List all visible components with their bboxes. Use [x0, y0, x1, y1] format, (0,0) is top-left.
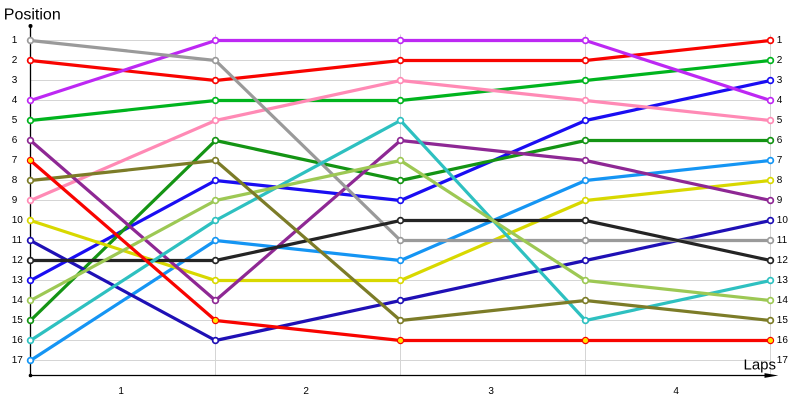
svg-text:14: 14: [777, 295, 789, 306]
svg-text:10: 10: [12, 215, 24, 226]
svg-text:13: 13: [12, 275, 24, 286]
svg-text:17: 17: [12, 355, 24, 366]
svg-text:12: 12: [12, 255, 24, 266]
svg-text:4: 4: [12, 95, 18, 106]
svg-text:5: 5: [12, 115, 18, 126]
svg-text:15: 15: [777, 315, 789, 326]
svg-text:1: 1: [118, 386, 124, 397]
svg-text:13: 13: [777, 275, 789, 286]
svg-text:12: 12: [777, 255, 789, 266]
svg-text:14: 14: [12, 295, 24, 306]
svg-text:4: 4: [673, 386, 679, 397]
svg-text:3: 3: [488, 386, 494, 397]
svg-text:3: 3: [12, 75, 18, 86]
svg-text:11: 11: [777, 235, 788, 246]
svg-text:6: 6: [12, 135, 18, 146]
svg-text:2: 2: [12, 55, 18, 66]
svg-text:3: 3: [777, 75, 783, 86]
svg-text:1: 1: [12, 35, 18, 46]
svg-text:5: 5: [777, 115, 783, 126]
svg-text:15: 15: [12, 315, 24, 326]
svg-text:2: 2: [303, 386, 309, 397]
svg-text:10: 10: [777, 215, 789, 226]
svg-text:Position: Position: [4, 7, 61, 24]
svg-text:17: 17: [777, 355, 789, 366]
svg-text:7: 7: [12, 155, 18, 166]
svg-text:4: 4: [777, 95, 783, 106]
svg-text:9: 9: [12, 195, 18, 206]
svg-text:6: 6: [777, 135, 783, 146]
svg-text:Laps: Laps: [744, 357, 777, 374]
svg-text:16: 16: [777, 335, 789, 346]
svg-text:16: 16: [12, 335, 24, 346]
svg-text:11: 11: [12, 235, 23, 246]
svg-text:9: 9: [777, 195, 783, 206]
svg-text:8: 8: [777, 175, 783, 186]
svg-text:1: 1: [777, 35, 783, 46]
svg-text:8: 8: [12, 175, 18, 186]
svg-text:7: 7: [777, 155, 783, 166]
svg-text:2: 2: [777, 55, 783, 66]
